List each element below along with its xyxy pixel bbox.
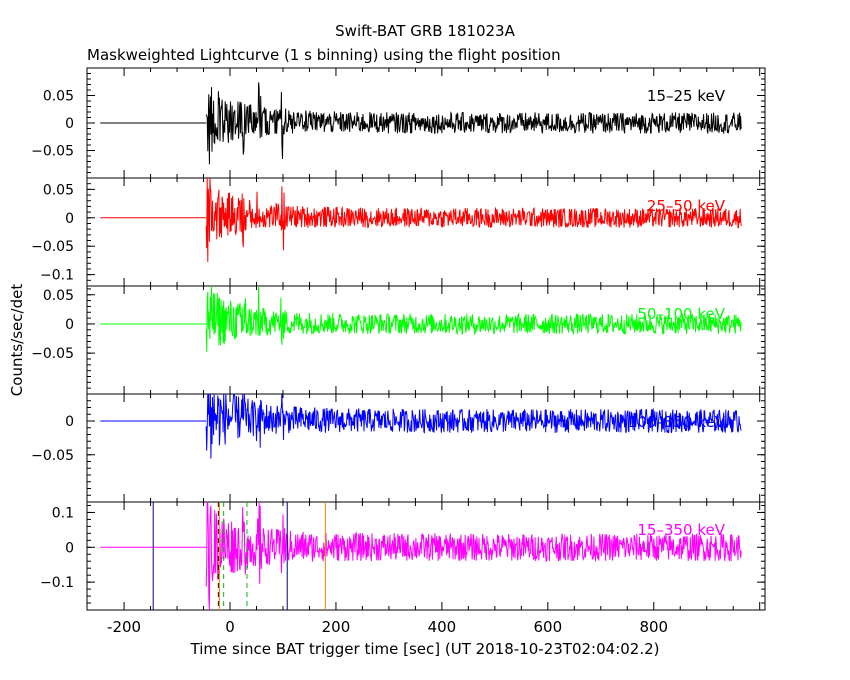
lightcurve-series — [205, 82, 742, 165]
y-tick-label: −0.1 — [40, 268, 74, 284]
panel-frame — [86, 393, 766, 503]
panel-energy-label: 15–25 keV — [647, 87, 726, 105]
y-tick-label: 0.05 — [43, 288, 74, 304]
panel-energy-label: 100–350 keV — [628, 413, 726, 431]
y-tick-label: −0.1 — [40, 575, 74, 591]
panel-1: 0.05 0 −0.05 15–25 keV — [31, 67, 766, 179]
y-tick-label: 0 — [65, 414, 74, 430]
panel-5: 0.1 0 −0.1 15–350 keV — [40, 501, 766, 611]
panel-energy-label: 15–350 keV — [637, 521, 725, 539]
panel-2: 0.05 0 −0.05 −0.1 25–50 keV — [31, 177, 766, 287]
panel-energy-label: 50–100 keV — [637, 305, 725, 323]
panel-3: 0.05 0 −0.05 50–100 keV — [31, 285, 766, 395]
lightcurve-series — [205, 501, 742, 611]
chart-subtitle: Maskweighted Lightcurve (1 s binning) us… — [87, 46, 561, 64]
panel-frame — [86, 285, 766, 395]
x-axis: -200 0 200 400 600 800 — [107, 618, 668, 636]
lightcurve-series — [205, 393, 742, 459]
y-tick-label: 0.05 — [43, 182, 74, 198]
y-tick-label: −0.05 — [31, 144, 74, 160]
y-tick-label: −0.05 — [31, 346, 74, 362]
panels-group: 0.05 0 −0.05 15–25 keV 0.05 0 −0.05 −0.1 25–50 k… — [31, 67, 766, 611]
y-tick-label: 0 — [65, 116, 74, 132]
x-tick-label: 0 — [225, 618, 235, 636]
lightcurve-series — [205, 285, 742, 352]
y-tick-label: 0 — [65, 211, 74, 227]
panel-frame — [86, 177, 766, 287]
y-tick-label: 0.05 — [43, 89, 74, 105]
x-tick-label: 600 — [534, 618, 563, 636]
x-tick-label: -200 — [107, 618, 141, 636]
x-tick-label: 800 — [639, 618, 668, 636]
y-axis-label: Counts/sec/det — [8, 284, 26, 397]
y-tick-label: −0.05 — [31, 239, 74, 255]
chart-title: Swift-BAT GRB 181023A — [335, 22, 515, 40]
y-tick-label: 0 — [65, 317, 74, 333]
panel-frame — [86, 501, 766, 611]
x-tick-label: 400 — [428, 618, 457, 636]
panel-energy-label: 25–50 keV — [647, 197, 726, 215]
x-axis-label: Time since BAT trigger time [sec] (UT 20… — [190, 640, 660, 658]
x-tick-label: 200 — [322, 618, 351, 636]
y-tick-label: 0.1 — [52, 505, 74, 521]
lightcurve-series — [205, 177, 742, 262]
panel-4: 0 −0.05 100–350 keV — [31, 393, 766, 503]
y-tick-label: −0.05 — [31, 448, 74, 464]
y-tick-label: 0 — [65, 540, 74, 556]
